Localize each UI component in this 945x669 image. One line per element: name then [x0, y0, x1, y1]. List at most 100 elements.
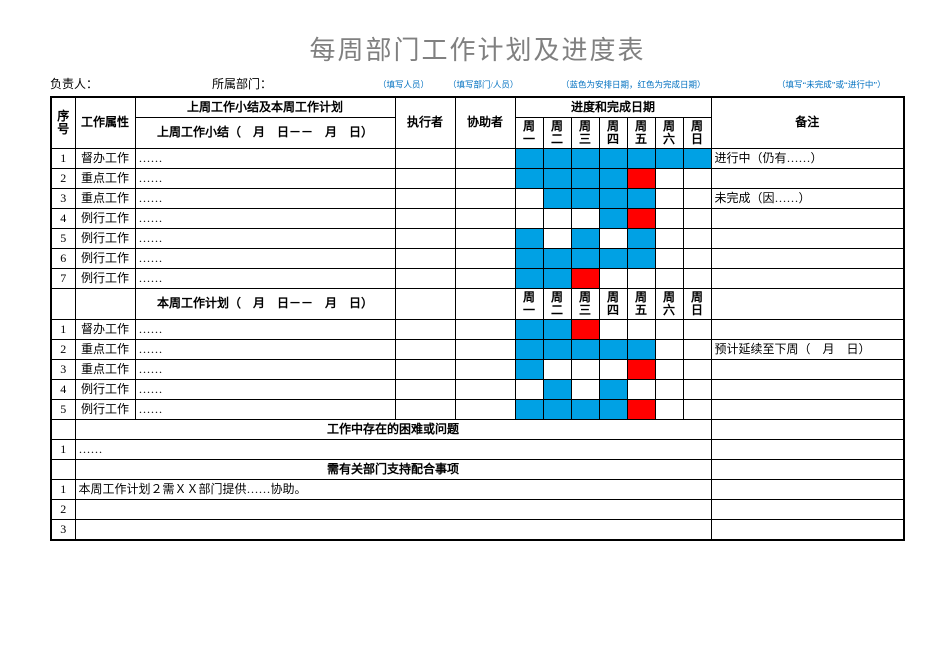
table-row: 7例行工作……: [51, 268, 904, 288]
cell-idx: 1: [51, 148, 75, 168]
cell-idx: 3: [51, 360, 75, 380]
cell-exec: [395, 188, 455, 208]
cell-note: [711, 228, 904, 248]
cell-idx: 2: [51, 340, 75, 360]
h-support: 需有关部门支持配合事项: [75, 460, 711, 480]
day-cell: [543, 268, 571, 288]
hint-assist: （填写部门/人员）: [448, 77, 518, 90]
day-cell: [683, 228, 711, 248]
day-cell: [599, 188, 627, 208]
h-note: 备注: [711, 97, 904, 148]
day-cell: [571, 248, 599, 268]
tw-day-0: 周一: [515, 288, 543, 319]
cell-desc: ……: [135, 168, 395, 188]
day-cell: [515, 360, 543, 380]
support-h-blank2: [711, 460, 904, 480]
day-cell: [543, 380, 571, 400]
cell-note: 进行中（仍有……）: [711, 148, 904, 168]
table-row: 1督办工作……进行中（仍有……）: [51, 148, 904, 168]
cell-note: [711, 500, 904, 520]
day-cell: [599, 340, 627, 360]
tw-day-4: 周五: [627, 288, 655, 319]
h-day-6: 周日: [683, 117, 711, 148]
day-cell: [683, 248, 711, 268]
cell-exec: [395, 340, 455, 360]
day-cell: [627, 320, 655, 340]
thisweek-h-blank1: [51, 288, 75, 319]
cell-attr: 重点工作: [75, 360, 135, 380]
day-cell: [683, 268, 711, 288]
cell-note: [711, 480, 904, 500]
cell-desc: ……: [135, 228, 395, 248]
day-cell: [627, 400, 655, 420]
cell-idx: 4: [51, 208, 75, 228]
day-cell: [515, 228, 543, 248]
day-cell: [571, 320, 599, 340]
cell-note: [711, 168, 904, 188]
day-cell: [683, 208, 711, 228]
cell-desc: ……: [135, 188, 395, 208]
cell-note: [711, 248, 904, 268]
header-row-1: 序号 工作属性 上周工作小结及本周工作计划 执行者 协助者 进度和完成日期 备注: [51, 97, 904, 117]
day-cell: [627, 248, 655, 268]
day-cell: [515, 208, 543, 228]
day-cell: [599, 268, 627, 288]
day-cell: [599, 320, 627, 340]
cell-attr: 督办工作: [75, 148, 135, 168]
cell-attr: 重点工作: [75, 168, 135, 188]
cell-attr: 例行工作: [75, 400, 135, 420]
meta-row: 负责人： 所属部门： （填写人员） （填写部门/人员） （蓝色为安排日期，红色为…: [50, 75, 905, 92]
day-cell: [571, 188, 599, 208]
cell-note: [711, 320, 904, 340]
cell-assist: [455, 188, 515, 208]
issues-h-blank: [51, 420, 75, 440]
cell-idx: 5: [51, 228, 75, 248]
owner-label: 负责人：: [50, 75, 98, 92]
thisweek-h-blank2: [75, 288, 135, 319]
day-cell: [571, 228, 599, 248]
cell-desc: ……: [135, 248, 395, 268]
day-cell: [543, 360, 571, 380]
day-cell: [571, 340, 599, 360]
day-cell: [515, 340, 543, 360]
day-cell: [627, 148, 655, 168]
day-cell: [543, 168, 571, 188]
day-cell: [655, 380, 683, 400]
cell-desc: ……: [135, 360, 395, 380]
day-cell: [543, 340, 571, 360]
cell-exec: [395, 168, 455, 188]
day-cell: [655, 148, 683, 168]
h-thisweek: 本周工作计划（ 月 日－－ 月 日）: [135, 288, 395, 319]
issues-body: 1……: [51, 440, 904, 460]
day-cell: [515, 400, 543, 420]
cell-note: [711, 268, 904, 288]
cell-assist: [455, 380, 515, 400]
day-cell: [655, 340, 683, 360]
h-day-0: 周一: [515, 117, 543, 148]
cell-assist: [455, 340, 515, 360]
cell-exec: [395, 380, 455, 400]
day-cell: [515, 168, 543, 188]
cell-desc: ……: [135, 380, 395, 400]
day-cell: [627, 168, 655, 188]
table-row: 3重点工作……未完成（因……）: [51, 188, 904, 208]
cell-idx: 1: [51, 440, 75, 460]
day-cell: [543, 188, 571, 208]
cell-assist: [455, 360, 515, 380]
day-cell: [543, 148, 571, 168]
cell-exec: [395, 268, 455, 288]
hint-exec: （填写人员）: [378, 77, 429, 90]
day-cell: [599, 380, 627, 400]
table-row: 1督办工作……: [51, 320, 904, 340]
cell-exec: [395, 248, 455, 268]
day-cell: [515, 148, 543, 168]
day-cell: [655, 400, 683, 420]
cell-note: [711, 400, 904, 420]
tw-day-2: 周三: [571, 288, 599, 319]
thisweek-h-blank5: [711, 288, 904, 319]
day-cell: [627, 360, 655, 380]
cell-attr: 例行工作: [75, 268, 135, 288]
table-row: 5例行工作……: [51, 228, 904, 248]
day-cell: [655, 188, 683, 208]
day-cell: [599, 148, 627, 168]
